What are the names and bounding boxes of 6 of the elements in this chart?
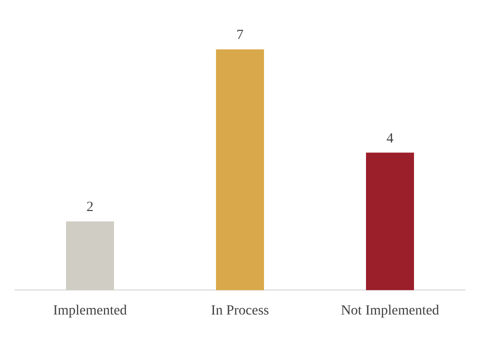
x-tick-label: Implemented	[53, 303, 127, 318]
x-tick-label: Not Implemented	[340, 303, 440, 318]
data-label: 7	[236, 28, 244, 44]
x-tick-label: In Process	[211, 303, 269, 318]
data-label: 4	[386, 131, 394, 146]
data-label: 2	[86, 200, 94, 216]
